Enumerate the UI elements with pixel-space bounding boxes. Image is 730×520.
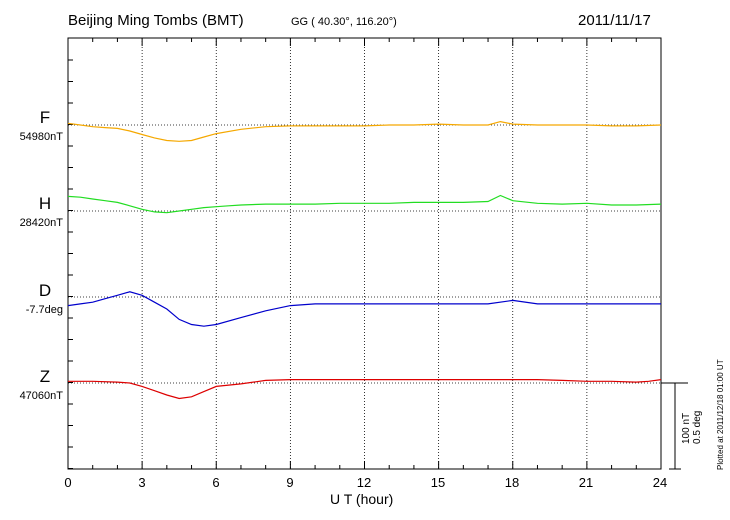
x-tick-label-24: 24: [652, 475, 668, 490]
series-line-d: [67, 291, 661, 327]
plot-date: 2011/11/17: [578, 12, 651, 29]
station-coordinates: GG ( 40.30°, 116.20°): [291, 16, 397, 28]
series-line-h: [67, 194, 662, 214]
baseline-label-z: 47060nT: [19, 390, 63, 402]
series-label-d: D: [38, 281, 52, 300]
baseline-label-f: 54980nT: [19, 131, 63, 143]
series-label-z: Z: [39, 367, 51, 386]
x-axis-label: U T (hour): [330, 491, 394, 507]
scale-label-nt: 100 nT: [681, 412, 692, 444]
baseline-label-h: 28420nT: [19, 217, 63, 229]
station-title: Beijing Ming Tombs (BMT): [68, 12, 244, 29]
series-label-f: F: [39, 108, 51, 127]
series-label-h: H: [38, 194, 52, 213]
x-tick-label-3: 3: [138, 475, 146, 490]
x-tick-label-21: 21: [578, 475, 594, 490]
x-tick-label-18: 18: [504, 475, 520, 490]
series-line-z: [68, 379, 662, 400]
x-tick-label-6: 6: [212, 475, 220, 490]
scale-label-deg: 0.5 deg: [692, 410, 703, 444]
plotted-timestamp: Plotted at 2011/12/18 01:00 UT: [716, 359, 725, 470]
x-tick-label-9: 9: [286, 475, 294, 490]
x-tick-label-0: 0: [64, 475, 72, 490]
series-line-f: [67, 120, 662, 142]
baseline-label-d: -7.7deg: [25, 304, 63, 316]
x-tick-label-15: 15: [430, 475, 446, 490]
x-tick-label-12: 12: [356, 475, 372, 490]
